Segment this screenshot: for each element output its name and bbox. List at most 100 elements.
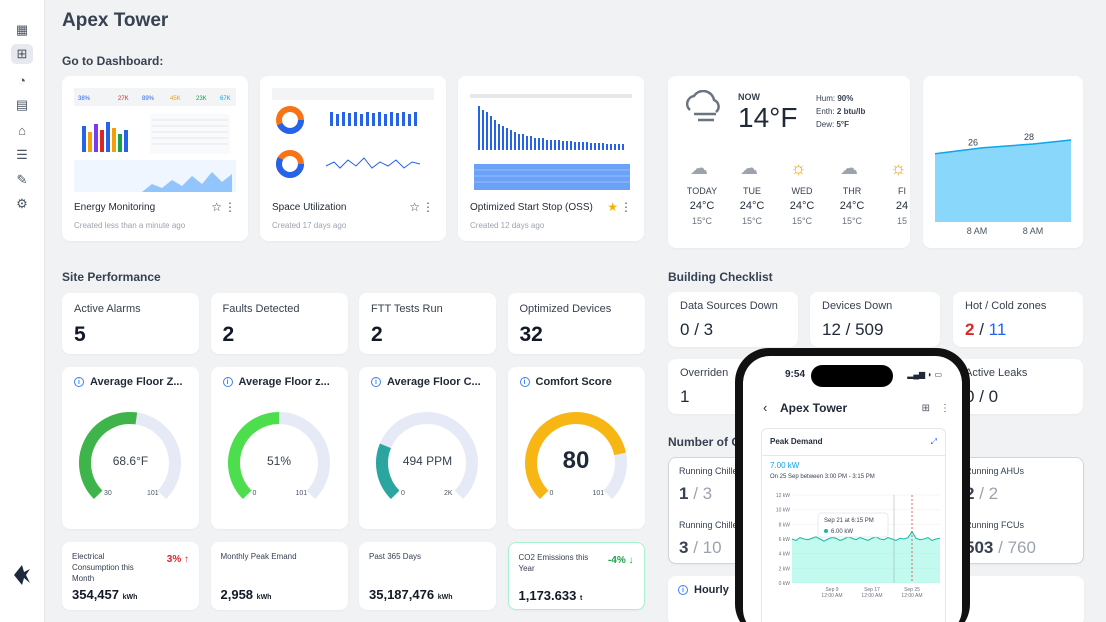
kpi-delta: -4% ↓ — [607, 555, 634, 566]
gear-icon[interactable]: ⚙ — [16, 196, 28, 211]
divider — [762, 455, 945, 456]
forecast-day: FI — [898, 186, 906, 196]
checklist-icon[interactable]: ☰ — [16, 147, 28, 162]
stat-label: Optimized Devices — [519, 303, 612, 315]
checklist-devices-down[interactable]: Devices Down 12 / 509 — [810, 292, 940, 347]
gauge-card[interactable]: i Average Floor C... 494 PPM 0 2K — [359, 367, 496, 529]
star-outline-icon[interactable]: ☆ — [211, 200, 222, 214]
phone-notch — [811, 365, 893, 387]
analytics-icon[interactable]: ◔ — [18, 72, 26, 88]
gauge-title-text: Comfort Score — [535, 376, 612, 388]
x-tick-label: 12:00 AM — [901, 593, 922, 599]
peak-demand-card: Peak Demand ⤢ 7.00 kW On 25 Sep between … — [761, 428, 946, 622]
gauge-min-label: 0 — [549, 490, 554, 497]
tooltip-value: 6.00 kW — [831, 529, 853, 535]
gauge-title-text: Average Floor z... — [238, 376, 330, 388]
hourly-title: i Hourly — [678, 584, 729, 596]
stat-value: 5 — [74, 323, 86, 346]
checklist-value: 12 / 509 — [822, 320, 884, 339]
checklist-data-sources[interactable]: Data Sources Down 0 / 3 — [668, 292, 798, 347]
dashboard-grid-icon[interactable]: ⊞ — [11, 44, 33, 64]
more-vertical-icon[interactable]: ⋮ — [620, 200, 632, 214]
y-tick-label: 0 kW — [779, 581, 791, 587]
gauge-min-label: 0 — [401, 490, 405, 497]
checklist-value: 0 / 3 — [680, 320, 714, 339]
gauge-dial — [376, 412, 478, 500]
dashboard-thumbnail — [468, 86, 634, 194]
expand-icon[interactable]: ⤢ — [930, 437, 937, 446]
stat-card[interactable]: Active Alarms 5 — [62, 293, 199, 354]
more-vertical-icon[interactable]: ⋮ — [224, 200, 236, 214]
dashboard-thumbnail: 38% 27K 89% 45K 23K 67K — [72, 86, 238, 194]
x-tick-label: 12:00 AM — [861, 593, 882, 599]
forecast-high: 24°C — [839, 200, 865, 212]
info-icon: i — [678, 585, 688, 595]
info-icon: i — [519, 377, 530, 387]
gauge-card[interactable]: i Comfort Score 80 0 101 — [507, 367, 645, 529]
forecast-high: 24°C — [689, 200, 715, 212]
facility-icon[interactable]: ⌂ — [18, 122, 26, 138]
kpi-unit: kWh — [122, 594, 138, 601]
star-outline-icon[interactable]: ☆ — [409, 200, 420, 214]
back-chevron-icon[interactable]: ‹ — [763, 400, 768, 415]
grid-icon[interactable]: ⊞ — [921, 403, 930, 414]
x-tick-label: Sep 17 — [864, 587, 880, 593]
dashboard-name: Optimized Start Stop (OSS) — [470, 202, 593, 213]
snow-cloud-icon: ☁ — [690, 158, 708, 178]
checklist-active-leaks[interactable]: Active Leaks 0 / 0 — [953, 359, 1083, 414]
dashboard-name: Space Utilization — [272, 202, 347, 213]
gauge-card[interactable]: i Average Floor Z... 68.6°F 30 101 — [62, 367, 199, 529]
stat-card[interactable]: FTT Tests Run 2 — [359, 293, 496, 354]
peak-demand-chart: 12 kW 10 kW 8 kW 6 kW 4 kW 2 kW 0 kW Sep 21 at … — [776, 493, 941, 599]
chart-data-label: 28 — [1024, 132, 1034, 142]
kpi-card[interactable]: Monthly Peak Emand 2,958 kWh — [210, 542, 348, 610]
gauge-value: 80 — [562, 447, 590, 474]
gauge-dial — [524, 412, 627, 500]
now-temperature: 14°F — [738, 102, 798, 133]
kpi-number: 1,173.633 — [518, 588, 577, 603]
more-vertical-icon[interactable]: ⋮ — [940, 403, 950, 414]
report-icon[interactable]: ▤ — [15, 97, 29, 112]
forecast-low: 15°C — [741, 216, 763, 226]
stat-label: FTT Tests Run — [371, 303, 443, 315]
stat-card[interactable]: Optimized Devices 32 — [507, 293, 645, 354]
chart-x-tick: 8 AM — [1023, 226, 1044, 236]
fog-cloud-icon: ☁ — [840, 158, 858, 178]
gauge-card[interactable]: i Average Floor z... 51% 0 101 — [210, 367, 348, 529]
stat-label: Faults Detected — [222, 303, 300, 315]
temperature-chart-card: 26 28 8 AM 8 AM — [923, 76, 1083, 248]
dashboard-card-space[interactable]: Space Utilization ☆ ⋮ Created 17 days ag… — [260, 76, 446, 241]
kpi-card[interactable]: Electrical Consumption this Month 3% ↑ 354… — [62, 542, 199, 610]
count-label: Running FCUs — [965, 520, 1025, 530]
kpi-unit: kWh — [437, 594, 453, 601]
kpi-card[interactable]: Past 365 Days 35,187,476 kWh — [359, 542, 496, 610]
kpi-number: 2,958 — [220, 587, 254, 602]
info-icon: i — [371, 377, 381, 387]
gauge-max-label: 101 — [147, 490, 159, 497]
edit-icon[interactable]: ✎ — [16, 172, 28, 187]
dashboards-heading: Go to Dashboard: — [62, 54, 164, 68]
count-value: 503 / 760 — [965, 538, 1036, 557]
gauge-max-label: 101 — [295, 490, 308, 497]
forecast-day: THR — [842, 186, 862, 196]
kpi-card[interactable]: CO2 Emissions this Year -4% ↓ 1,173.633 t — [507, 542, 645, 610]
star-filled-icon[interactable]: ★ — [607, 200, 618, 214]
dashboard-card-oss[interactable]: Optimized Start Stop (OSS) ★ ⋮ Created 1… — [458, 76, 644, 241]
humidity-label: Hum: — [816, 94, 836, 103]
gauge-title: i Average Floor Z... — [74, 376, 183, 388]
building-icon[interactable]: ▦ — [15, 22, 29, 37]
y-tick-label: 12 kW — [776, 493, 790, 499]
dashboard-card-energy[interactable]: 38% 27K 89% 45K 23K 67K Energy Monitoring ☆… — [62, 76, 248, 241]
temperature-area-chart: 26 28 8 AM 8 AM — [934, 132, 1072, 236]
stat-value: 2 — [222, 323, 235, 346]
enthalpy-label: Enth: — [816, 107, 835, 116]
checklist-hot-cold[interactable]: Hot / Cold zones 2 / 11 — [953, 292, 1083, 347]
gauge-title: i Average Floor C... — [371, 376, 481, 388]
kpi-number: 35,187,476 — [369, 587, 435, 602]
peak-demand-title: Peak Demand — [770, 437, 823, 446]
more-vertical-icon[interactable]: ⋮ — [422, 200, 434, 214]
dashboard-created: Created 12 days ago — [470, 221, 545, 230]
phone-mockup: 9:54 ▂▄▆ ◗ ▭ ‹ Apex Tower ⊞ ⋮ Peak Deman… — [735, 348, 970, 622]
stat-card[interactable]: Faults Detected 2 — [210, 293, 348, 354]
stat-label: Active Alarms — [74, 303, 141, 315]
